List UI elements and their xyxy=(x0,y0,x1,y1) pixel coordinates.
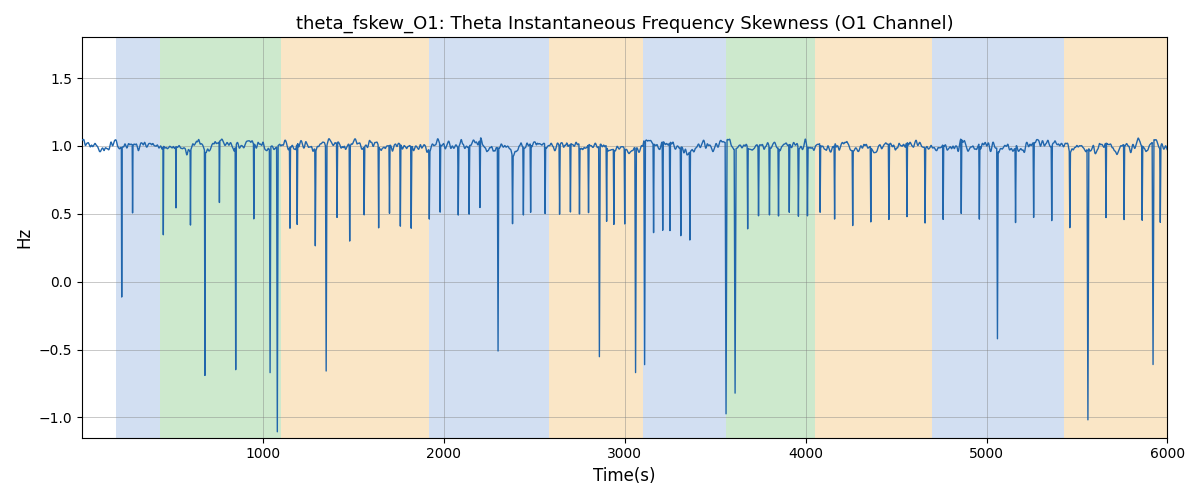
Bar xyxy=(932,38,1064,438)
Bar xyxy=(548,38,643,438)
Bar xyxy=(1064,38,1168,438)
Bar xyxy=(726,38,815,438)
Bar xyxy=(708,38,726,438)
Bar xyxy=(116,38,160,438)
Title: theta_fskew_O1: Theta Instantaneous Frequency Skewness (O1 Channel): theta_fskew_O1: Theta Instantaneous Freq… xyxy=(296,15,954,34)
Bar xyxy=(430,38,548,438)
X-axis label: Time(s): Time(s) xyxy=(594,467,656,485)
Bar xyxy=(160,38,281,438)
Bar xyxy=(643,38,708,438)
Y-axis label: Hz: Hz xyxy=(14,227,32,248)
Bar xyxy=(815,38,932,438)
Bar xyxy=(281,38,430,438)
